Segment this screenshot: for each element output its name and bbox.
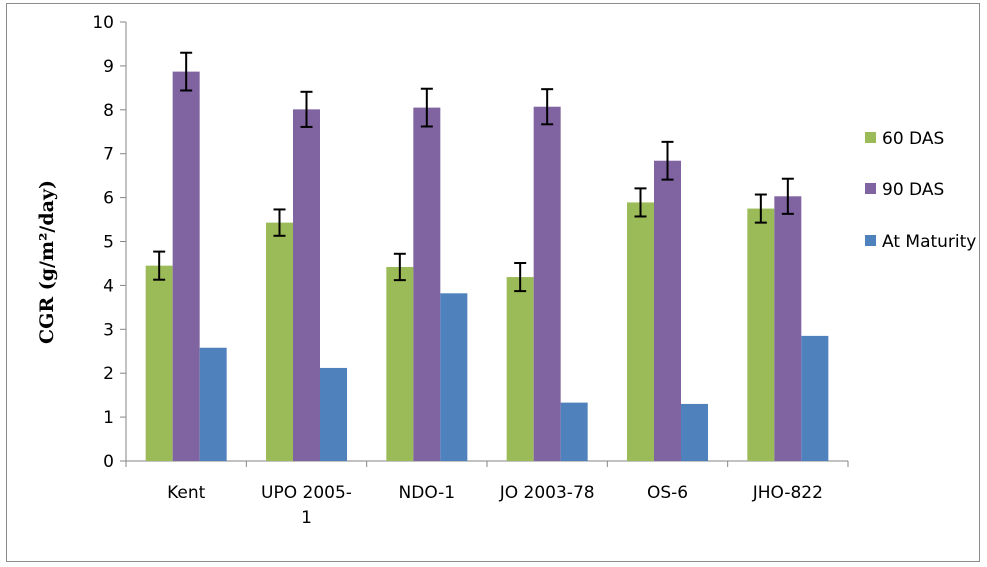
- bar-at-maturity: [440, 293, 468, 461]
- y-tick-label: 7: [103, 145, 114, 165]
- y-tick-label: 5: [103, 233, 114, 253]
- bar-at-maturity: [199, 347, 227, 461]
- x-tick-labels: Kent UPO 2005- 1 NDO-1 JO 2003-78 OS-6 JHO-822: [167, 483, 823, 528]
- bar-at-maturity: [560, 402, 588, 461]
- x-tick-label: JHO-822: [752, 483, 823, 503]
- legend-swatch: [865, 235, 876, 246]
- bar-90-das: [413, 107, 441, 461]
- y-tick-label: 1: [103, 408, 114, 428]
- x-tick-label: UPO 2005- 1: [261, 483, 352, 528]
- bar-at-maturity: [801, 335, 829, 461]
- x-tick-label: JO 2003-78: [499, 483, 595, 503]
- bar-90-das: [774, 196, 802, 461]
- error-bars: [153, 51, 794, 293]
- y-tick-label: 3: [103, 320, 114, 340]
- legend: 60 DAS 90 DAS At Maturity: [865, 129, 976, 252]
- legend-label: 90 DAS: [882, 180, 944, 200]
- y-axis-label: CGR (g/m²/day): [36, 180, 58, 344]
- x-tick-label-line: JO 2003-78: [499, 483, 595, 503]
- x-tick-label: OS-6: [647, 483, 688, 503]
- bar-90-das: [533, 106, 561, 462]
- y-tick-labels: 0 1 2 3 4 5 6 7 8 9 10: [92, 13, 114, 472]
- axes: [120, 21, 849, 467]
- bar-90-das: [172, 71, 200, 462]
- bar-60-das: [266, 222, 293, 461]
- legend-swatch: [865, 132, 876, 143]
- x-tick-label-line: UPO 2005-: [261, 483, 352, 503]
- x-tick-label-line: Kent: [167, 483, 206, 503]
- bar-60-das: [627, 202, 654, 461]
- y-tick-label: 2: [103, 364, 114, 384]
- x-tick-label-line: JHO-822: [752, 483, 823, 503]
- bars: [145, 71, 829, 462]
- bar-90-das: [293, 109, 320, 462]
- legend-label: At Maturity: [882, 232, 976, 252]
- x-tick-label-line: 1: [301, 508, 312, 528]
- x-tick-label-line: NDO-1: [399, 483, 456, 503]
- legend-label: 60 DAS: [882, 129, 944, 149]
- y-tick-label: 0: [103, 452, 114, 472]
- x-tick-label-line: OS-6: [647, 483, 688, 503]
- y-tick-label: 8: [103, 101, 114, 121]
- y-tick-label: 4: [103, 276, 114, 296]
- bar-60-das: [747, 208, 775, 461]
- bar-at-maturity: [681, 403, 708, 461]
- bar-60-das: [386, 266, 414, 461]
- y-tick-label: 10: [92, 13, 114, 33]
- x-tick-label: Kent: [167, 483, 206, 503]
- bar-60-das: [145, 265, 173, 461]
- bar-90-das: [654, 160, 681, 461]
- y-tick-label: 6: [103, 189, 114, 209]
- x-tick-label: NDO-1: [399, 483, 456, 503]
- legend-swatch: [865, 183, 876, 194]
- bar-60-das: [506, 277, 534, 461]
- y-tick-label: 9: [103, 57, 114, 77]
- bar-at-maturity: [320, 367, 347, 461]
